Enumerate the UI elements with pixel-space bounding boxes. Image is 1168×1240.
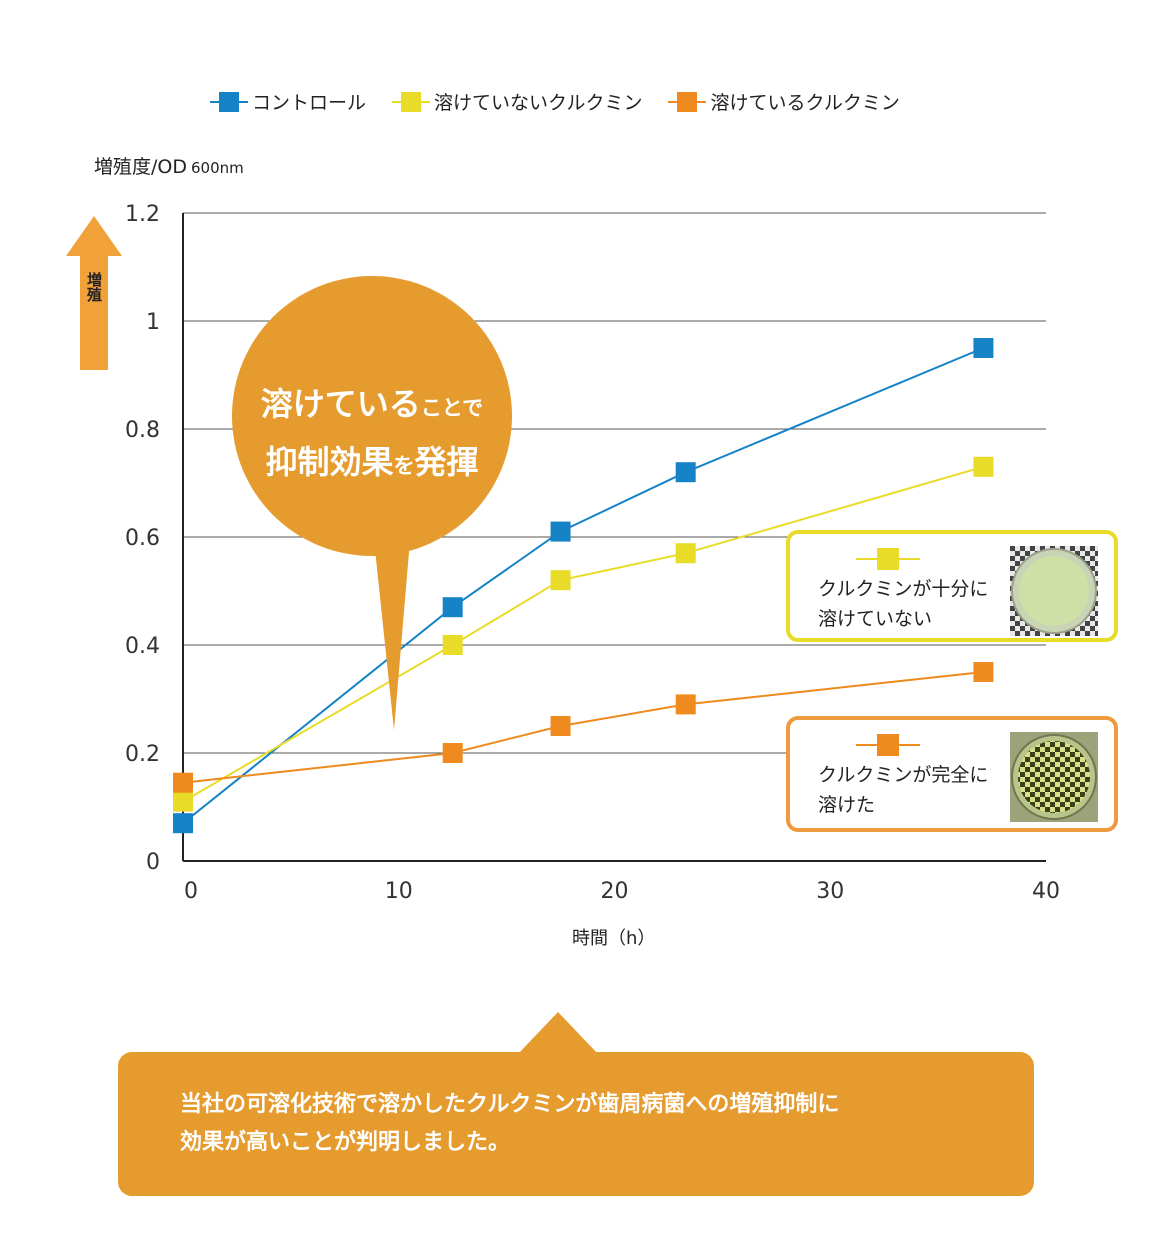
- series-2-point: [442, 635, 463, 655]
- y-tick-label: 0.8: [125, 418, 160, 443]
- chart-legend: コントロール 溶けていないクルクミン 溶けているクルクミン: [210, 88, 900, 115]
- series-2-point: [675, 543, 696, 564]
- conclusion-banner: 当社の可溶化技術で溶かしたクルクミンが歯周病菌への増殖抑制に 効果が高いことが判…: [118, 1052, 1034, 1196]
- x-tick-label: 30: [816, 879, 844, 904]
- series-3-point: [973, 662, 994, 682]
- bubble-text-5: 発揮: [414, 443, 479, 481]
- y-tick-label: 0.6: [125, 526, 160, 551]
- bubble-text-1: 溶けている: [260, 385, 421, 423]
- bubble-text-4: を: [393, 454, 415, 478]
- speech-bubble-tail: [374, 540, 410, 730]
- inset-dissolved: クルクミンが完全に 溶けた: [786, 716, 1118, 832]
- bubble-text-3: 抑制効果: [265, 443, 394, 481]
- legend-label: 溶けていないクルクミン: [434, 92, 643, 114]
- bubble-text-2: ことで: [420, 396, 484, 420]
- series-2-point: [173, 791, 193, 812]
- x-tick-label: 40: [1032, 879, 1060, 904]
- y-tick-label: 0.2: [125, 742, 160, 767]
- conclusion-line: 当社の可溶化技術で溶かしたクルクミンが歯周病菌への増殖抑制に: [180, 1092, 840, 1117]
- series-1-point: [973, 338, 994, 358]
- square-marker-icon: [856, 548, 920, 570]
- series-2-point: [550, 570, 571, 591]
- inset-undissolved: クルクミンが十分に 溶けていない: [786, 530, 1118, 642]
- inset-caption-line: クルクミンが十分に: [818, 578, 989, 600]
- inset-caption: クルクミンが完全に 溶けた: [818, 760, 1014, 820]
- series-1-point: [442, 597, 463, 618]
- y-tick-label: 0: [146, 850, 160, 875]
- legend-label: 溶けているクルクミン: [710, 92, 900, 114]
- legend-item-undissolved: 溶けていないクルクミン: [392, 88, 642, 115]
- y-axis-title-main: 増殖度/OD: [94, 156, 187, 178]
- inset-caption-line: 溶けていない: [818, 608, 933, 630]
- legend-marker-icon: [668, 91, 707, 112]
- legend-marker-icon: [210, 91, 248, 112]
- y-tick-label: 0.4: [125, 634, 160, 659]
- series-2-point: [973, 456, 994, 477]
- x-axis-title: 時間（h）: [572, 928, 656, 949]
- arrow-label: 増殖: [85, 272, 103, 302]
- inset-caption-line: 溶けた: [818, 794, 876, 816]
- legend-item-control: コントロール: [210, 88, 366, 115]
- series-3-point: [442, 743, 463, 763]
- legend-marker-icon: [392, 91, 431, 112]
- series-1-point: [173, 813, 193, 834]
- x-tick-label: 0: [184, 879, 198, 904]
- square-marker-icon: [856, 734, 920, 756]
- inset-caption-line: クルクミンが完全に: [818, 764, 989, 786]
- series-1-point: [675, 462, 696, 483]
- series-3-point: [173, 772, 193, 793]
- speech-bubble: [232, 276, 512, 556]
- x-tick-label: 10: [385, 879, 413, 904]
- x-tick-label: 20: [601, 879, 629, 904]
- speech-bubble-text: 溶けていることで 抑制効果を発揮: [232, 378, 512, 494]
- series-3-point: [675, 694, 696, 715]
- petri-dish-clear-photo: [1010, 732, 1098, 822]
- series-3-point: [550, 716, 571, 736]
- y-tick-label: 1: [146, 310, 160, 335]
- up-arrow-icon: 増殖: [66, 216, 122, 370]
- conclusion-text: 当社の可溶化技術で溶かしたクルクミンが歯周病菌への増殖抑制に 効果が高いことが判…: [180, 1086, 1000, 1162]
- y-tick-label: 1.2: [125, 202, 160, 227]
- y-axis-title: 増殖度/OD 600nm: [94, 152, 244, 179]
- banner-pointer: [518, 1012, 598, 1054]
- legend-item-dissolved: 溶けているクルクミン: [668, 88, 900, 115]
- inset-caption: クルクミンが十分に 溶けていない: [818, 574, 1014, 634]
- y-axis-title-unit: 600nm: [191, 159, 244, 177]
- conclusion-line: 効果が高いことが判明しました。: [180, 1130, 511, 1155]
- series-1-point: [550, 521, 571, 542]
- legend-label: コントロール: [252, 92, 367, 114]
- petri-dish-cloudy-photo: [1010, 546, 1098, 636]
